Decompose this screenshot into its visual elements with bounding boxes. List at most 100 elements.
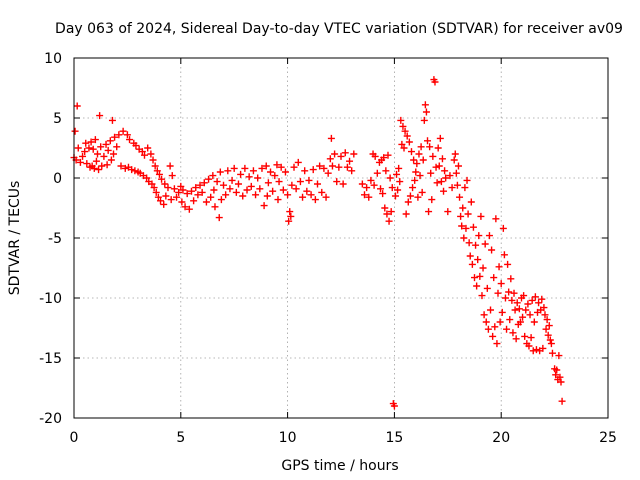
data-point <box>519 313 527 321</box>
data-point <box>547 340 555 348</box>
data-point <box>417 143 425 151</box>
data-point <box>390 402 398 410</box>
data-point <box>539 344 547 352</box>
data-point <box>307 191 315 199</box>
x-tick-label: 25 <box>599 430 617 446</box>
data-point <box>458 222 466 230</box>
data-point <box>556 373 564 381</box>
data-point <box>520 292 528 300</box>
data-point <box>115 131 123 139</box>
data-point <box>74 144 82 152</box>
data-point <box>510 289 518 297</box>
data-point <box>216 168 224 176</box>
data-point <box>316 162 324 170</box>
data-point <box>339 180 347 188</box>
data-point <box>407 148 415 156</box>
data-point <box>557 378 565 386</box>
data-point <box>110 150 118 158</box>
data-point <box>508 296 516 304</box>
data-point <box>406 192 414 200</box>
data-point <box>358 180 366 188</box>
data-point <box>98 162 106 170</box>
data-point <box>333 178 341 186</box>
data-point <box>299 193 307 201</box>
data-point <box>286 208 294 216</box>
data-point <box>491 323 499 331</box>
data-point <box>205 175 213 183</box>
data-point <box>451 150 459 158</box>
data-point <box>425 208 433 216</box>
data-point <box>499 224 507 232</box>
data-point <box>512 335 520 343</box>
data-point <box>296 178 304 186</box>
data-point <box>403 132 411 140</box>
data-point <box>434 144 442 152</box>
data-point <box>435 162 443 170</box>
data-point <box>413 160 421 168</box>
data-point <box>160 200 168 208</box>
data-point <box>468 260 476 268</box>
data-point <box>420 116 428 124</box>
data-point <box>96 112 104 120</box>
data-point <box>200 179 208 187</box>
data-point <box>485 232 493 240</box>
data-point <box>530 318 538 326</box>
x-tick-label: 20 <box>492 430 510 446</box>
data-point <box>305 176 313 184</box>
data-point <box>461 184 469 192</box>
data-point <box>448 184 456 192</box>
data-point <box>511 306 519 314</box>
data-point <box>100 152 108 160</box>
data-point <box>384 151 392 159</box>
data-point <box>503 325 511 333</box>
y-tick-label: -5 <box>48 231 62 247</box>
data-point <box>456 193 464 201</box>
data-point <box>222 191 230 199</box>
data-point <box>379 190 387 198</box>
data-point <box>462 224 470 232</box>
data-point <box>324 169 332 177</box>
data-point <box>476 272 484 280</box>
data-point <box>545 322 553 330</box>
data-point <box>309 166 317 174</box>
data-point <box>152 188 160 196</box>
data-point <box>483 284 491 292</box>
data-point <box>128 166 136 174</box>
data-point <box>217 196 225 204</box>
data-point <box>540 304 548 312</box>
data-point <box>327 134 335 142</box>
data-point <box>287 212 295 220</box>
data-point <box>422 108 430 116</box>
data-point <box>179 186 187 194</box>
data-point <box>402 210 410 218</box>
data-point <box>155 170 163 178</box>
data-point <box>532 346 540 354</box>
x-tick-label: 0 <box>70 430 79 446</box>
data-point <box>144 144 152 152</box>
data-point <box>119 127 127 135</box>
data-point <box>529 347 537 355</box>
data-point <box>113 143 121 151</box>
data-point <box>516 318 524 326</box>
data-point <box>175 188 183 196</box>
data-point <box>459 204 467 212</box>
x-tick-label: 5 <box>176 430 185 446</box>
data-point <box>243 186 251 194</box>
data-point <box>412 168 420 176</box>
data-point <box>526 311 534 319</box>
data-point <box>432 163 440 171</box>
data-point <box>318 188 326 196</box>
data-point <box>385 217 393 225</box>
data-point <box>157 197 165 205</box>
data-point <box>220 181 228 189</box>
y-tick-labels: -20 -15 -10 -5 0 5 10 <box>39 51 62 427</box>
data-point <box>178 198 186 206</box>
data-point <box>154 193 162 201</box>
data-point <box>196 181 204 189</box>
data-point <box>464 210 472 218</box>
data-point <box>256 185 264 193</box>
data-point <box>437 178 445 186</box>
data-point <box>463 176 471 184</box>
data-point <box>73 102 81 110</box>
data-point <box>558 397 566 405</box>
